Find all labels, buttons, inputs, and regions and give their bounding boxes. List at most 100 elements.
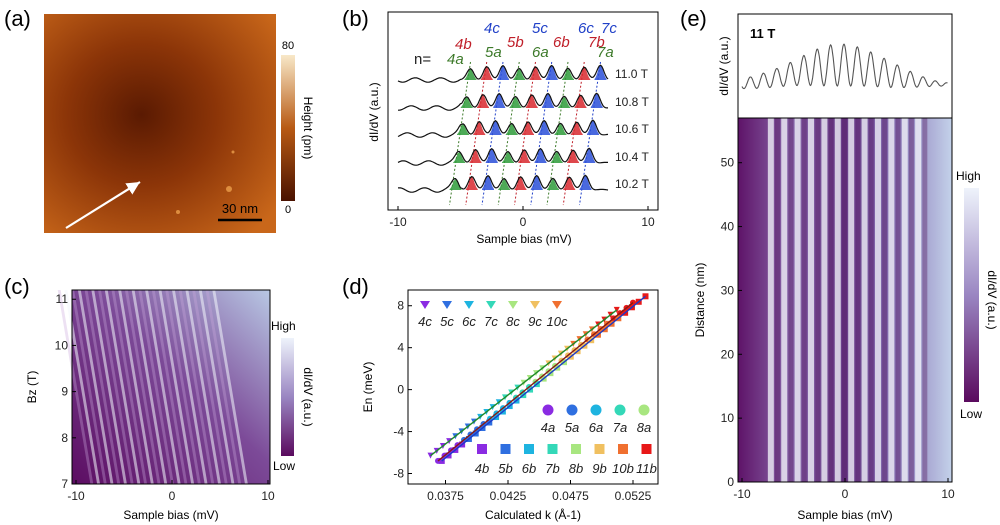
spectrum-line <box>397 64 609 83</box>
linecut-bright-stripe <box>848 118 855 482</box>
legend-label-b: 11b <box>636 461 657 476</box>
spectrum-peak <box>518 150 531 163</box>
spectrum-line <box>397 147 608 166</box>
linecut-dark-stripe <box>882 118 888 482</box>
linecut-ylabel: Distance (nm) <box>693 263 707 338</box>
panel-c: (c) -10 0 10 7 8 9 10 11 Sample bias (mV) Bz (… <box>4 274 315 522</box>
scatter-xtick-label: 0.0375 <box>427 489 464 503</box>
spectrum-peak <box>449 179 462 190</box>
spectrum-peak <box>547 179 559 190</box>
scatter-ytick-label: 8 <box>397 299 404 313</box>
colormap-stripe <box>192 290 228 484</box>
legend-marker-c <box>552 301 562 309</box>
legend-label-a: 8a <box>637 420 651 435</box>
linecut-xtick-label: 10 <box>941 487 955 501</box>
spectrum-peak <box>558 97 571 108</box>
linecut-arrow <box>65 181 141 229</box>
panel-b: (b) dI/dV (a.u.) Sample bias (mV) -10 0 10… <box>342 6 659 246</box>
colormap-stripe <box>84 290 121 484</box>
linecut-yticks: 0 10 20 30 40 50 <box>721 156 742 489</box>
linecut-bright-stripe <box>834 118 841 482</box>
topography-adatoms <box>176 150 235 214</box>
linecut-dark-stripe <box>895 118 901 482</box>
colormap-xtick-label: -10 <box>67 489 85 503</box>
peak-label: 7c <box>601 20 617 37</box>
legend-marker-c <box>442 301 452 309</box>
colormap-stripe <box>111 290 148 484</box>
scatter-ytick-label: -4 <box>393 425 404 439</box>
colorbar-e-high: High <box>956 169 981 183</box>
spectrum-peak <box>567 150 579 163</box>
spectrum-peak <box>460 97 473 108</box>
spectrum-peak <box>538 120 551 135</box>
legend-marker-c <box>508 301 518 309</box>
linecut-ytick-label: 10 <box>721 411 735 425</box>
spectrum-peak <box>453 152 466 163</box>
linecut-bright-stripe <box>901 118 908 482</box>
linecut-dark-stripe <box>908 118 914 482</box>
height-colorbar <box>281 55 295 201</box>
spectrum-peak <box>583 148 596 163</box>
colormap-xticks: -10 0 10 <box>67 480 275 503</box>
legend-marker-a <box>590 404 602 416</box>
colorbar-e-low: Low <box>960 407 982 421</box>
spectrum-peak <box>502 152 514 163</box>
linecut-xtick-label: -10 <box>733 487 751 501</box>
legend-label-c: 9c <box>528 314 542 329</box>
colormap-ytick-label: 10 <box>55 338 69 352</box>
linecut-dark-stripe <box>815 118 821 482</box>
peak-label: 6b <box>553 34 570 51</box>
field-label: 10.4 T <box>615 150 649 164</box>
linecut-bright-stripe <box>821 118 828 482</box>
spectrum-peak <box>529 67 542 80</box>
spectrum-peak <box>464 69 477 80</box>
panel-e: (e) 11 T dI/dV (a.u.) -10 0 10 01020304050… <box>680 6 999 522</box>
linecut-dark-stripe <box>788 118 794 482</box>
colorbar-c-high: High <box>271 319 296 333</box>
legend-marker-a <box>542 404 554 416</box>
legend-label-a: 5a <box>565 420 579 435</box>
panel-c-label: (c) <box>4 274 30 299</box>
peak-label: 5c <box>532 20 548 37</box>
linecut-xlabel: Sample bias (mV) <box>797 508 892 522</box>
colormap-ytick-label: 8 <box>61 431 68 445</box>
spectrum-line <box>397 119 609 138</box>
spectra-xtick-label: -10 <box>389 215 407 229</box>
fit-line <box>430 309 618 457</box>
linecut-bright-stripe <box>794 118 801 482</box>
legend-marker-c <box>464 301 474 309</box>
peak-label: 5b <box>507 34 524 51</box>
linecut-ytick-label: 50 <box>721 156 735 170</box>
legend-marker-b <box>618 444 628 454</box>
spectrum-peak <box>505 124 518 135</box>
legend-marker-c <box>530 301 540 309</box>
height-colorbar-label: Height (pm) <box>301 97 315 160</box>
colormap-ytick-label: 7 <box>61 477 68 491</box>
scatter-xtick-label: 0.0475 <box>552 489 589 503</box>
spectrum-field-label: 11 T <box>750 26 775 41</box>
linecut-bright-stripe <box>915 118 922 482</box>
linecut-dark-stripe <box>775 118 781 482</box>
linecut-ytick-label: 20 <box>721 347 735 361</box>
panel-d-label: (d) <box>342 274 369 299</box>
linecut-bright-stripe <box>808 118 815 482</box>
spectrum-peak <box>493 93 506 108</box>
linecut-dark-stripe <box>841 118 847 482</box>
spectra-xlabel: Sample bias (mV) <box>476 232 571 246</box>
spectra-xtick-label: 0 <box>520 215 527 229</box>
panel-a: (a) 30 nm 80 0 Height (pm) <box>4 6 315 233</box>
spectrum-peak <box>587 120 599 135</box>
legend-label-b: 10b <box>612 461 634 476</box>
linecut-ytick-label: 0 <box>727 475 734 489</box>
legend-label-b: 7b <box>545 461 559 476</box>
colormap-stripe <box>178 290 215 484</box>
colormap-stripe <box>98 290 134 484</box>
colormap-yticks: 7 8 9 10 11 <box>55 292 76 491</box>
spectrum-peak <box>554 124 567 135</box>
colormap-stripe <box>118 290 154 484</box>
legend-marker-b <box>594 444 605 454</box>
legend-marker-b <box>641 444 652 454</box>
scatter-ytick-label: 0 <box>397 383 404 397</box>
legend-label-b: 6b <box>522 461 536 476</box>
